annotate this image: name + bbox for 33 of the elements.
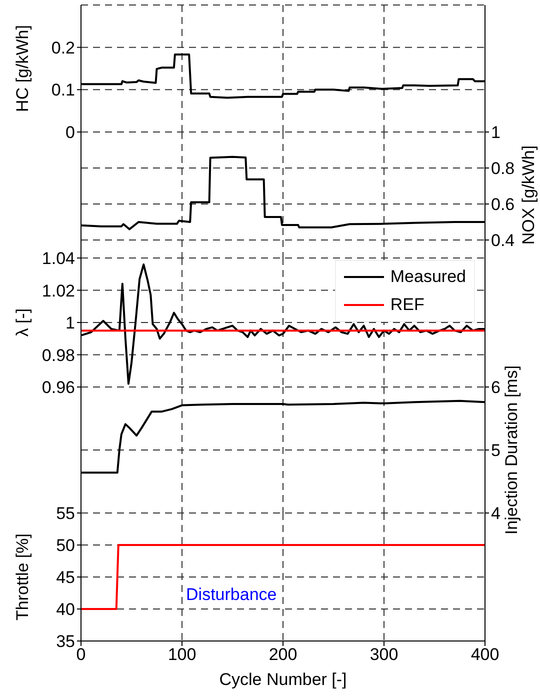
y-axis-title: λ [-]: [13, 308, 32, 337]
y-tick-label: 1.04: [42, 249, 75, 268]
y-tick-label: 45: [56, 568, 75, 588]
y-tick-label: 0: [66, 123, 75, 142]
y2-tick-label: 5: [491, 441, 500, 460]
y-tick-label: 55: [56, 504, 75, 524]
y2-axis-title: NOX [g/kWh]: [519, 145, 538, 245]
x-tick-label: 400: [470, 645, 500, 664]
legend-label: Measured: [390, 267, 466, 287]
y-tick-label: 40: [56, 600, 75, 620]
y2-tick-label: 6: [491, 378, 500, 398]
y-tick-label: 1: [66, 314, 75, 333]
legend-label: REF: [390, 295, 424, 315]
x-axis-title: Cycle Number [-]: [219, 670, 347, 689]
y2-tick-label: 4: [491, 504, 500, 524]
y-axis-title: HC [g/kWh]: [13, 25, 32, 112]
y2-axis-title: Injection Duration [ms]: [502, 365, 522, 535]
y-tick-label: 0.96: [42, 378, 75, 398]
y-tick-label: 0.98: [42, 346, 75, 365]
y-tick-label: 50: [56, 536, 75, 556]
y-tick-label: 1.02: [42, 281, 75, 300]
y2-tick-label: 0.8: [491, 159, 515, 178]
y2-tick-label: 0.4: [491, 231, 515, 250]
x-tick-label: 100: [168, 645, 196, 664]
y-tick-label: 0.1: [51, 80, 75, 100]
x-tick-label: 300: [370, 645, 398, 664]
x-tick-label: 200: [268, 645, 298, 664]
y-tick-label: 35: [56, 632, 75, 652]
y-axis-title: Throttle [%]: [13, 534, 32, 620]
y2-tick-label: 1: [491, 123, 500, 142]
annotation: Disturbance: [186, 584, 277, 605]
y2-tick-label: 0.6: [491, 195, 515, 214]
y-tick-label: 0.2: [51, 38, 75, 58]
